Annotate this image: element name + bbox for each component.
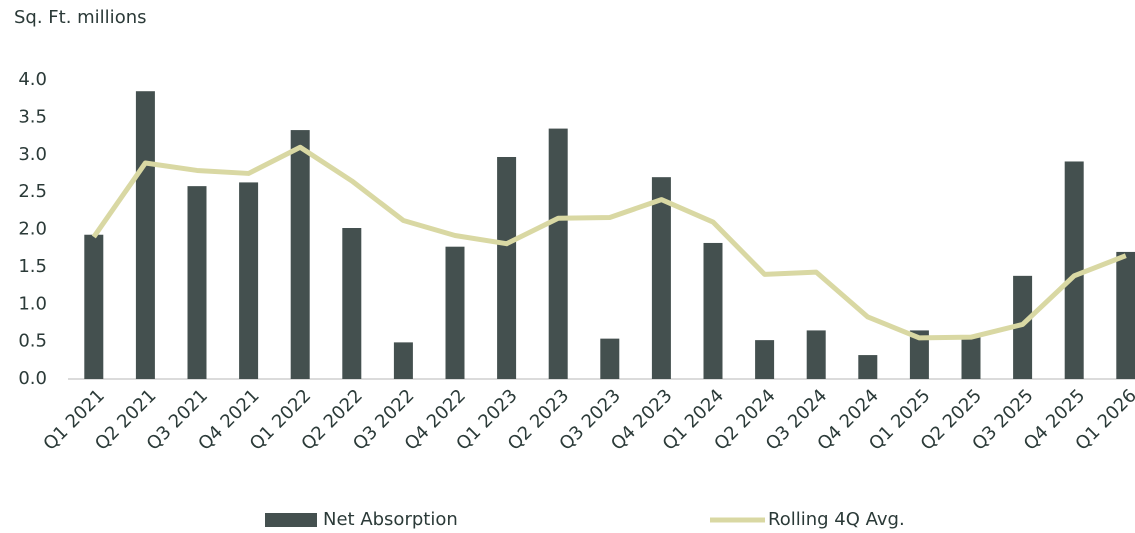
bar (1064, 161, 1084, 379)
bar (703, 242, 723, 379)
bar (909, 330, 929, 379)
y-axis-title: Sq. Ft. millions (14, 7, 147, 28)
bar (497, 156, 517, 379)
bar (445, 246, 465, 379)
y-tick-label: 0.5 (18, 331, 47, 352)
bar (858, 355, 878, 379)
bar (755, 340, 775, 379)
bar (239, 182, 259, 379)
bar (600, 338, 620, 379)
bar (651, 177, 671, 379)
line (91, 144, 1127, 341)
y-tick-label: 2.0 (18, 219, 47, 240)
legend-swatch (265, 513, 317, 527)
bar (393, 342, 413, 379)
y-tick-label: 1.5 (18, 256, 47, 277)
bar (961, 335, 981, 379)
bar (135, 91, 155, 380)
y-tick-label: 3.5 (18, 106, 47, 127)
bar (84, 234, 104, 379)
bar (290, 130, 310, 379)
legend-label: Net Absorption (323, 509, 458, 530)
y-tick-label: 0.0 (18, 368, 47, 389)
y-tick-label: 4.0 (18, 69, 47, 90)
y-tick-label: 3.0 (18, 144, 47, 165)
bar (187, 186, 207, 379)
bar (342, 228, 362, 379)
y-tick-label: 1.0 (18, 293, 47, 314)
legend-label: Rolling 4Q Avg. (768, 509, 905, 530)
bar (548, 128, 568, 379)
bar (806, 330, 826, 379)
bar (1116, 251, 1135, 379)
y-tick-label: 2.5 (18, 181, 47, 202)
bar (1013, 275, 1033, 379)
